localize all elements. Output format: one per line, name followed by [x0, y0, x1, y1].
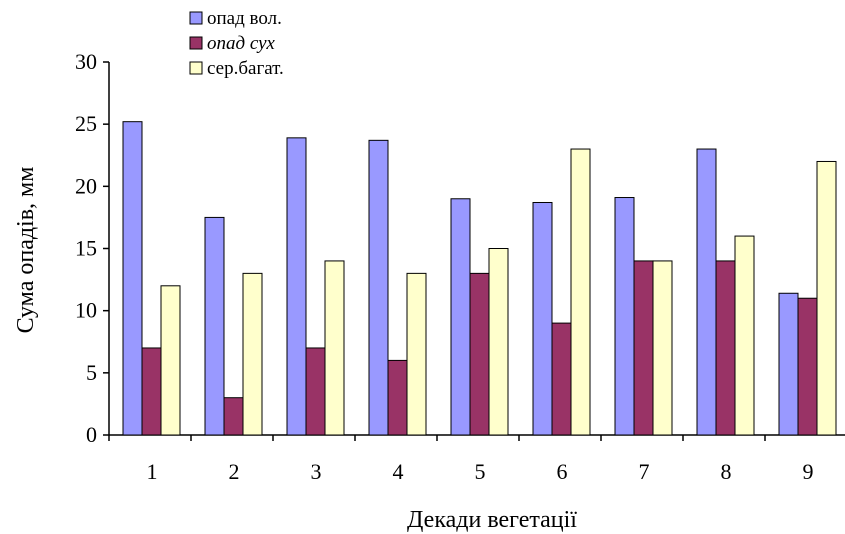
x-tick-label: 7	[639, 459, 650, 484]
bar-series-1-cat-7	[614, 197, 635, 436]
y-axis-title: Сума опадів, мм	[13, 167, 39, 334]
x-axis: 1 2 3 4 5 6 7 8 9	[108, 434, 845, 484]
y-tick-label: 10	[75, 298, 97, 323]
bar-series-2-cat-1	[141, 347, 162, 436]
bar-series-1-cat-6	[532, 201, 553, 436]
y-tick-label: 25	[75, 111, 97, 136]
bar-series-2-cat-6	[551, 322, 572, 436]
x-tick-label: 2	[229, 459, 240, 484]
x-tick-label: 9	[803, 459, 814, 484]
bar-series-3-cat-1	[160, 285, 181, 436]
bar-series-1-cat-8	[696, 148, 717, 436]
y-tick-label: 5	[86, 360, 97, 385]
chart-legend: опад вол. опад сух сер.багат.	[189, 8, 284, 79]
bar-series-1-cat-2	[204, 216, 225, 436]
legend-label: сер.багат.	[207, 58, 284, 79]
x-tick-label: 8	[721, 459, 732, 484]
bar-series-2-cat-2	[223, 397, 244, 436]
legend-label: опад сух	[207, 33, 275, 54]
bar-series-3-cat-7	[652, 260, 673, 436]
legend-swatch	[189, 61, 203, 75]
x-tick-label: 4	[393, 459, 404, 484]
bar-series-3-cat-3	[324, 260, 345, 436]
bars-group	[122, 121, 837, 436]
bar-series-3-cat-2	[242, 272, 263, 436]
legend-swatch	[189, 11, 203, 25]
bar-series-1-cat-9	[778, 292, 799, 436]
x-tick-label: 1	[147, 459, 158, 484]
legend-label: опад вол.	[207, 8, 282, 29]
bar-series-3-cat-8	[734, 235, 755, 436]
bar-series-2-cat-9	[797, 297, 818, 436]
bar-series-1-cat-4	[368, 139, 389, 436]
bar-series-2-cat-5	[469, 272, 490, 436]
x-axis-title: Декади вегетації	[407, 507, 577, 533]
bar-series-3-cat-5	[488, 248, 509, 436]
bar-series-2-cat-8	[715, 260, 736, 436]
y-tick-label: 15	[75, 236, 97, 261]
bar-series-1-cat-3	[286, 137, 307, 436]
bar-series-1-cat-5	[450, 198, 471, 436]
bar-series-2-cat-7	[633, 260, 654, 436]
bar-series-3-cat-6	[570, 148, 591, 436]
bar-series-1-cat-1	[122, 121, 143, 436]
bar-series-2-cat-4	[387, 359, 408, 436]
bar-series-2-cat-3	[305, 347, 326, 436]
bar-series-3-cat-9	[816, 160, 837, 436]
y-tick-label: 30	[75, 49, 97, 74]
x-tick-label: 3	[311, 459, 322, 484]
x-tick-label: 6	[557, 459, 568, 484]
bar-series-3-cat-4	[406, 272, 427, 436]
y-tick-label: 0	[86, 422, 97, 447]
y-axis: 0 5 10 15 20 25 30	[75, 49, 110, 447]
x-tick-label: 5	[475, 459, 486, 484]
y-tick-label: 20	[75, 173, 97, 198]
legend-swatch	[189, 36, 203, 50]
